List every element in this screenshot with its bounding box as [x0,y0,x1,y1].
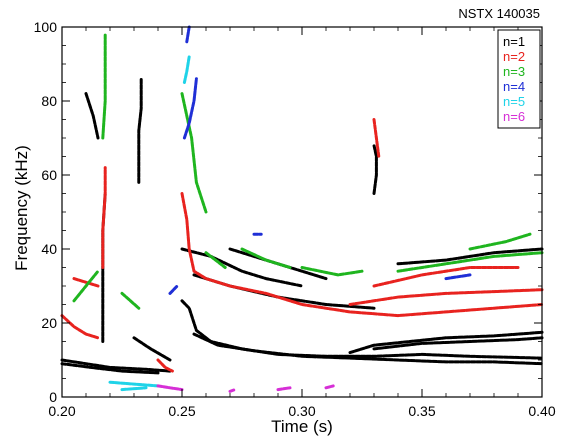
trace-n1-5 [372,336,544,351]
trace-n2-0 [60,314,100,340]
trace-n1-1 [60,362,160,375]
y-tick-label: 60 [41,167,57,183]
trace-n1-7 [137,77,143,184]
trace-n5-2 [120,386,148,392]
axis-ticks: 0.20 0.25 0.30 0.35 0.40 0 20 40 60 80 100 [34,19,556,419]
trace-n2-1 [180,192,544,318]
trace-n1-4 [348,330,544,355]
trace-n4-2 [168,284,179,295]
trace-n5-0 [108,380,160,388]
trace-n3-8 [204,251,227,269]
trace-n3-5 [468,232,532,251]
y-tick-label: 80 [41,93,57,109]
trace-n2-7 [72,277,100,288]
legend-entry-n3: n=3 [503,64,525,79]
x-tick-label: 0.35 [408,403,435,419]
trace-n6-1 [276,386,292,392]
trace-n4-3 [444,273,472,281]
trace-n3-2 [240,247,292,269]
legend-box [497,29,541,129]
trace-n4-0 [182,77,198,140]
x-axis-title: Time (s) [271,417,333,436]
trace-n1-3 [192,332,544,366]
trace-n3-0 [101,32,107,140]
trace-n1-8 [372,143,378,195]
y-tick-label: 0 [49,389,57,405]
data-traces [60,25,544,393]
y-tick-label: 40 [41,241,57,257]
trace-n4-1 [185,25,191,44]
y-axis-title: Frequency (kHz) [12,145,31,271]
shot-label: NSTX 140035 [458,6,540,21]
x-tick-label: 0.25 [168,403,195,419]
trace-n1-0 [60,358,172,373]
legend: n=1n=2n=3n=4n=5n=6 [497,29,541,129]
legend-entry-n6: n=6 [503,109,525,124]
trace-n3-1 [180,92,208,214]
y-tick-label: 20 [41,315,57,331]
x-tick-label: 0.30 [288,403,315,419]
trace-n1-14 [132,336,172,362]
trace-n2-2 [372,118,381,158]
y-tick-label: 100 [34,19,58,35]
trace-n1-9 [180,247,304,288]
trace-n6-0 [156,384,184,392]
trace-n6-2 [324,384,335,390]
legend-entry-n4: n=4 [503,79,525,94]
legend-entry-n1: n=1 [503,34,525,49]
x-tick-label: 0.20 [48,403,75,419]
trace-n3-6 [72,269,100,303]
trace-n2-5 [156,358,174,373]
trace-n5-1 [182,55,191,84]
trace-n1-12 [396,247,544,266]
trace-n3-4 [396,251,544,273]
trace-n6-3 [228,388,237,393]
trace-n1-13 [84,92,100,140]
legend-entry-n2: n=2 [503,49,525,64]
trace-n3-7 [120,291,141,310]
trace-n3-3 [300,266,364,277]
trace-n2-6 [372,266,520,288]
x-tick-label: 0.40 [528,403,555,419]
legend-entry-n5: n=5 [503,94,525,109]
trace-n2-4 [101,166,107,269]
trace-n2-3 [348,288,544,306]
